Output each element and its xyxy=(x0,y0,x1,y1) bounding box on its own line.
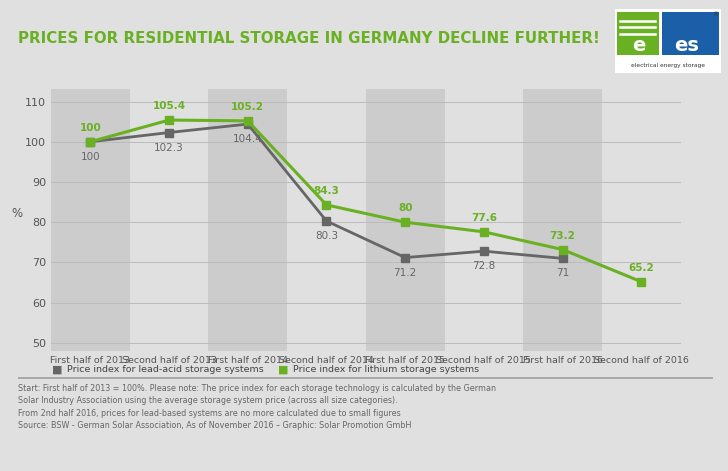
Text: 84.3: 84.3 xyxy=(314,186,339,196)
Text: ®: ® xyxy=(712,12,718,17)
Text: 77.6: 77.6 xyxy=(471,213,497,223)
Bar xyxy=(130,89,208,351)
Text: e: e xyxy=(632,35,645,55)
Bar xyxy=(51,89,130,351)
Bar xyxy=(366,89,445,351)
Bar xyxy=(602,89,681,351)
Bar xyxy=(662,12,719,55)
Text: 100: 100 xyxy=(81,152,100,162)
Text: 104.4: 104.4 xyxy=(233,134,263,144)
Y-axis label: %: % xyxy=(11,207,23,220)
Text: 71.2: 71.2 xyxy=(394,268,417,277)
Text: electrical energy storage: electrical energy storage xyxy=(631,63,705,68)
Bar xyxy=(523,89,602,351)
Bar xyxy=(208,89,287,351)
Text: 72.8: 72.8 xyxy=(472,261,496,271)
Text: 73.2: 73.2 xyxy=(550,231,576,241)
Bar xyxy=(445,89,523,351)
Text: 65.2: 65.2 xyxy=(628,263,654,273)
Text: 80.3: 80.3 xyxy=(315,231,338,241)
Text: PRICES FOR RESIDENTIAL STORAGE IN GERMANY DECLINE FURTHER!: PRICES FOR RESIDENTIAL STORAGE IN GERMAN… xyxy=(18,31,600,46)
Text: ■: ■ xyxy=(278,365,288,375)
Text: Price index for lithium storage systems: Price index for lithium storage systems xyxy=(293,365,479,374)
Bar xyxy=(287,89,366,351)
Text: 105.4: 105.4 xyxy=(152,101,186,111)
Text: ■: ■ xyxy=(52,365,63,375)
Text: Start: First half of 2013 = 100%. Please note: The price index for each storage : Start: First half of 2013 = 100%. Please… xyxy=(18,384,496,430)
Text: 105.2: 105.2 xyxy=(232,102,264,112)
Bar xyxy=(617,12,660,55)
Text: 80: 80 xyxy=(398,203,413,213)
Text: 100: 100 xyxy=(79,123,101,133)
Text: es: es xyxy=(675,35,700,55)
Text: 102.3: 102.3 xyxy=(154,143,184,153)
Text: Price index for lead-acid storage systems: Price index for lead-acid storage system… xyxy=(67,365,264,374)
Text: 71: 71 xyxy=(556,268,569,278)
